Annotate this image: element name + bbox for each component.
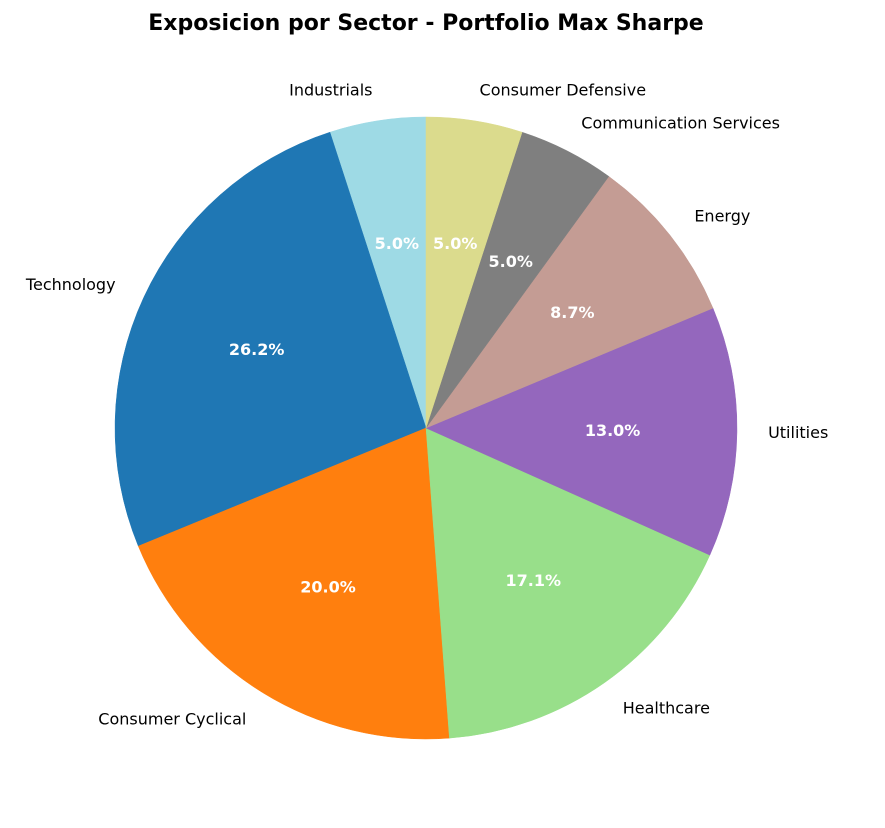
category-label-industrials: Industrials	[289, 81, 372, 100]
pie-slice-energy	[425, 176, 714, 429]
percent-label-technology: 26.2%	[229, 340, 285, 359]
chart-title: Exposicion por Sector - Portfolio Max Sh…	[148, 11, 703, 36]
category-labels: Industrials Technology Consumer Cyclical He…	[25, 81, 828, 729]
category-label-healthcare: Healthcare	[623, 698, 710, 717]
percent-labels: 5.0% 26.2% 20.0% 17.1% 13.0% 8.7% 5.0% 5.0%	[229, 234, 640, 596]
category-label-consumer-defensive: Consumer Defensive	[480, 81, 647, 100]
percent-label-industrials: 5.0%	[375, 234, 419, 253]
percent-label-healthcare: 17.1%	[506, 571, 562, 590]
pie-slices	[114, 116, 738, 740]
pie-slice-consumer-cyclical	[137, 427, 450, 740]
percent-label-consumer-defensive: 5.0%	[433, 234, 477, 253]
category-label-communication-services: Communication Services	[581, 114, 780, 133]
percent-label-energy: 8.7%	[550, 303, 594, 322]
percent-label-consumer-cyclical: 20.0%	[300, 577, 356, 596]
category-label-utilities: Utilities	[768, 423, 828, 442]
category-label-consumer-cyclical: Consumer Cyclical	[98, 710, 246, 729]
pie-slice-technology	[114, 131, 427, 547]
percent-label-communication-services: 5.0%	[489, 252, 533, 271]
pie-slice-utilities	[425, 307, 738, 556]
category-label-energy: Energy	[694, 206, 750, 225]
category-label-technology: Technology	[25, 275, 116, 294]
pie-slice-consumer-defensive	[425, 116, 523, 429]
pie-slice-healthcare	[425, 427, 711, 739]
percent-label-utilities: 13.0%	[585, 421, 641, 440]
